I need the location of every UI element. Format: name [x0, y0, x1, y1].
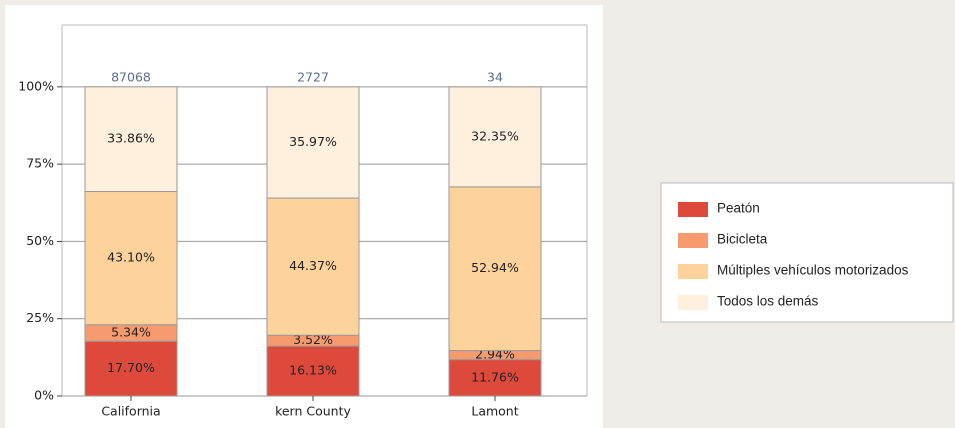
bar-segment	[84, 191, 178, 326]
legend-swatch	[678, 264, 708, 279]
bar-segment	[448, 86, 542, 188]
y-tick-label: 25%	[26, 310, 54, 325]
x-tick-label: kern County	[275, 404, 351, 419]
legend-swatch	[678, 202, 708, 217]
total-label: 2727	[297, 69, 329, 84]
y-tick-label: 75%	[26, 156, 54, 171]
bar-segment	[266, 197, 360, 336]
value-label: 11.76%	[471, 369, 519, 384]
value-label: 33.86%	[107, 131, 155, 146]
bar-segment	[84, 340, 178, 397]
value-label: 52.94%	[471, 260, 519, 275]
legend-swatch	[678, 233, 708, 248]
value-label: 16.13%	[289, 363, 337, 378]
value-label: 3.52%	[293, 332, 333, 347]
total-label: 87068	[111, 69, 151, 84]
y-tick-label: 100%	[18, 78, 54, 93]
legend-label: Múltiples vehículos motorizados	[717, 263, 909, 278]
legend-box	[660, 182, 954, 323]
total-label: 34	[487, 69, 503, 84]
legend: Peatón Bicicleta Múltiples vehículos motor…	[678, 201, 909, 310]
y-tick-label: 0%	[34, 388, 54, 403]
value-label: 32.35%	[471, 128, 519, 143]
bar-segment	[448, 186, 542, 352]
value-label: 5.34%	[111, 325, 151, 340]
value-label: 17.70%	[107, 360, 155, 375]
bar-segment	[266, 345, 360, 397]
legend-label: Todos los demás	[717, 294, 819, 309]
bar-segment	[84, 86, 178, 193]
value-label: 44.37%	[289, 258, 337, 273]
bar-segment	[266, 86, 360, 199]
legend-label: Bicicleta	[717, 232, 768, 247]
x-tick-label: Lamont	[471, 404, 518, 419]
legend-swatch	[678, 295, 708, 310]
y-tick-label: 50%	[26, 233, 54, 248]
value-label: 43.10%	[107, 250, 155, 265]
value-label: 35.97%	[289, 134, 337, 149]
x-tick-label: California	[101, 404, 160, 419]
legend-label: Peatón	[717, 201, 760, 216]
